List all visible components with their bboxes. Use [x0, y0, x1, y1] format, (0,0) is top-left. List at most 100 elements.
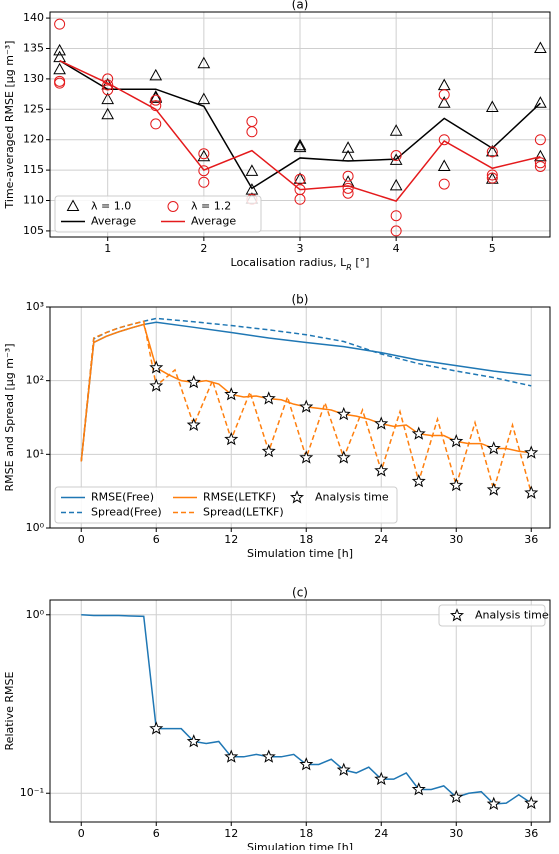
marker	[53, 43, 66, 56]
legend-label: λ = 1.0	[91, 200, 131, 213]
marker	[374, 463, 389, 477]
x-tick-label: 6	[153, 533, 160, 546]
marker	[54, 18, 66, 30]
legend-label: Spread(Free)	[91, 506, 162, 519]
marker	[486, 482, 501, 496]
x-tick-label: 30	[449, 533, 463, 546]
marker	[149, 721, 164, 735]
marker	[389, 124, 403, 136]
legend-label: Analysis time	[475, 609, 549, 622]
marker	[342, 187, 354, 199]
marker	[149, 91, 163, 103]
marker	[437, 96, 451, 108]
series-line	[59, 59, 541, 202]
x-axis-label: Localisation radius, LR [°]	[231, 256, 370, 272]
marker	[449, 789, 464, 804]
marker	[534, 161, 546, 172]
y-tick-label: 130	[23, 72, 44, 85]
x-tick-label: 0	[78, 533, 85, 546]
marker	[261, 749, 276, 763]
marker	[224, 749, 239, 763]
marker	[294, 193, 306, 205]
panel-title: (a)	[292, 0, 309, 12]
marker	[486, 441, 501, 455]
marker	[197, 149, 211, 162]
plot-frame	[49, 306, 551, 529]
marker	[150, 94, 162, 106]
legend-swatch	[289, 490, 305, 504]
marker	[198, 148, 210, 160]
legend-label: Average	[191, 215, 236, 228]
marker	[437, 159, 451, 171]
y-axis-label: Time-averaged RMSE [μg m⁻³]	[3, 41, 16, 210]
marker	[198, 176, 210, 188]
marker	[342, 182, 354, 194]
panel: (b) 0 6 12 18 24 30 36 10⁰ 10¹ 10² 10³ Simulation ti…	[3, 293, 551, 560]
marker	[524, 795, 539, 810]
x-tick-label: 24	[374, 827, 388, 840]
marker	[261, 391, 276, 405]
legend-box	[438, 604, 546, 627]
x-tick-label: 18	[299, 533, 313, 546]
y-tick-label: 115	[23, 163, 44, 176]
marker	[374, 771, 389, 786]
x-axis-label: Simulation time [h]	[247, 547, 353, 560]
x-tick-label: 3	[297, 242, 304, 255]
marker	[524, 485, 539, 499]
legend-label: Analysis time	[315, 491, 389, 504]
marker	[101, 92, 115, 105]
legend-swatch	[449, 608, 465, 622]
marker	[411, 782, 426, 796]
series-line	[80, 320, 532, 494]
marker	[411, 473, 426, 488]
marker	[101, 107, 115, 120]
marker	[149, 68, 163, 81]
y-tick-label: 125	[23, 102, 44, 115]
marker	[438, 89, 450, 101]
marker	[149, 360, 164, 374]
panel-title: (b)	[292, 293, 309, 307]
marker	[437, 78, 451, 91]
marker	[299, 757, 314, 771]
y-tick-label: 10²	[26, 374, 44, 387]
marker	[438, 178, 450, 190]
x-tick-label: 30	[449, 827, 463, 840]
y-tick-label: 10³	[26, 300, 44, 313]
marker	[485, 100, 499, 112]
marker	[261, 443, 276, 458]
marker	[449, 477, 464, 492]
x-axis-label: Simulation time [h]	[247, 841, 353, 850]
legend-swatch	[66, 199, 80, 211]
y-axis-label: Relative RMSE	[3, 671, 16, 750]
marker	[149, 378, 164, 392]
marker	[53, 62, 66, 75]
marker	[150, 100, 162, 112]
panel: (c) 0 6 12 18 24 30 36 10⁻¹ 10⁰ Simulation time [h…	[3, 586, 551, 854]
x-tick-label: 6	[153, 827, 160, 840]
x-tick-label: 18	[299, 827, 313, 840]
marker	[299, 399, 314, 413]
x-tick-label: 36	[524, 827, 538, 840]
y-tick-label: 105	[23, 224, 44, 237]
x-tick-label: 24	[374, 533, 388, 546]
marker	[486, 169, 498, 181]
legend-swatch	[167, 201, 179, 212]
marker	[336, 762, 351, 776]
marker	[53, 50, 66, 63]
marker	[102, 84, 114, 96]
marker	[411, 426, 426, 440]
marker	[449, 433, 464, 448]
y-axis-label: RMSE and Spread [μg m⁻³]	[3, 344, 16, 492]
y-tick-label: 120	[23, 133, 44, 146]
marker	[197, 92, 211, 105]
marker	[245, 164, 259, 176]
marker	[293, 172, 307, 184]
marker	[246, 116, 258, 127]
marker	[534, 96, 547, 108]
panel-title: (c)	[292, 586, 308, 600]
legend-label: Spread(LETKF)	[203, 506, 284, 519]
marker	[336, 450, 351, 464]
marker	[197, 56, 211, 69]
marker	[224, 431, 239, 446]
